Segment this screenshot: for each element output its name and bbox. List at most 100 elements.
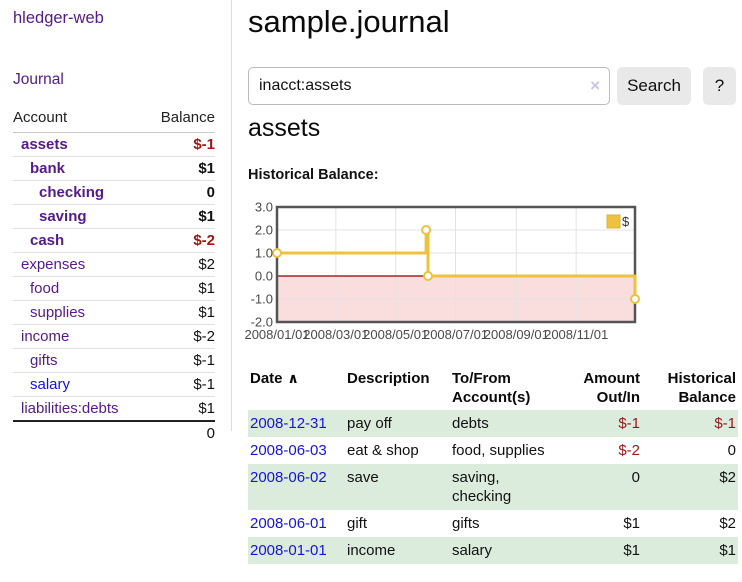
accounts-total-row: 0	[13, 420, 215, 446]
register-row: 2008-01-01 income salary $1 $1	[248, 537, 738, 564]
account-row: saving $1	[13, 204, 215, 229]
account-row: assets $-1	[13, 132, 215, 157]
transaction-date-link[interactable]: 2008-12-31	[250, 415, 327, 432]
search-box: ×	[248, 67, 610, 105]
sidebar: hledger-web Journal Account Balance asse…	[0, 0, 232, 446]
svg-text:2.0: 2.0	[255, 223, 273, 238]
account-row: expenses $2	[13, 252, 215, 277]
accounts-header-account: Account	[13, 109, 147, 133]
transaction-accounts: saving, checking	[452, 469, 512, 505]
app-brand-link[interactable]: hledger-web	[13, 9, 104, 27]
search-input[interactable]	[248, 67, 610, 105]
account-link[interactable]: assets	[21, 135, 68, 153]
account-link[interactable]: bank	[30, 159, 66, 177]
account-link[interactable]: checking	[39, 183, 105, 201]
accounts-table: Account Balance assets $-1 bank $1 check…	[13, 109, 215, 446]
accounts-header-row: Account Balance	[13, 109, 215, 133]
account-row: salary $-1	[13, 372, 215, 397]
account-link[interactable]: cash	[30, 231, 65, 249]
account-link[interactable]: supplies	[30, 303, 86, 321]
account-link[interactable]: expenses	[21, 255, 86, 273]
svg-text:2008/09/01: 2008/09/01	[484, 327, 549, 342]
account-link[interactable]: income	[21, 327, 70, 345]
transaction-amount: $1	[623, 515, 640, 532]
register-header-accounts: To/From Account(s)	[452, 370, 531, 406]
accounts-header-balance: Balance	[146, 109, 215, 133]
search-button[interactable]: Search	[617, 67, 691, 105]
register-header-date[interactable]: Date ∧	[250, 370, 299, 387]
account-balance: $1	[146, 276, 215, 301]
transaction-balance: $1	[719, 542, 736, 559]
sort-ascending-icon: ∧	[287, 370, 299, 386]
register-table: Date ∧ Description To/From Account(s) Amo…	[248, 366, 738, 564]
svg-text:2008/11/01: 2008/11/01	[544, 327, 608, 342]
transaction-description: save	[347, 469, 379, 486]
svg-text:$: $	[622, 214, 630, 229]
account-link[interactable]: liabilities:debts	[21, 399, 119, 417]
transaction-date-link[interactable]: 2008-06-03	[250, 442, 327, 459]
svg-text:2008/07/01: 2008/07/01	[423, 327, 488, 342]
svg-text:2008/03/01: 2008/03/01	[303, 327, 368, 342]
transaction-date-link[interactable]: 2008-01-01	[250, 542, 327, 559]
transaction-description: income	[347, 542, 396, 559]
transaction-accounts: gifts	[452, 515, 480, 532]
historical-balance-chart[interactable]: $3.0 2.0 1.0 0.0 -1.0 -2.0 2008/01/01 2008/03/0…	[244, 197, 640, 347]
spacer	[13, 420, 147, 446]
register-header-balance: Historical Balance	[667, 370, 736, 406]
transaction-balance: $2	[719, 515, 736, 532]
register-header-amount: Amount Out/In	[583, 370, 640, 406]
account-row: bank $1	[13, 156, 215, 181]
account-balance: $-1	[146, 132, 215, 157]
register-row: 2008-06-03 eat & shop food, supplies $-2…	[248, 437, 738, 464]
help-button[interactable]: ?	[703, 67, 736, 105]
transaction-description: pay off	[347, 415, 392, 432]
account-balance: $-1	[146, 372, 215, 397]
account-row: liabilities:debts $1	[13, 396, 215, 422]
transaction-balance: $2	[719, 469, 736, 486]
account-balance: $1	[146, 396, 215, 422]
svg-text:1.0: 1.0	[255, 246, 273, 261]
account-link[interactable]: gifts	[30, 351, 58, 369]
register-row: 2008-06-01 gift gifts $1 $2	[248, 510, 738, 537]
chart-canvas: $3.0 2.0 1.0 0.0 -1.0 -2.02008/01/012008/03/0…	[244, 200, 640, 342]
account-balance: $-2	[146, 228, 215, 253]
clear-search-icon[interactable]: ×	[590, 76, 600, 95]
register-header-row: Date ∧ Description To/From Account(s) Amo…	[248, 366, 738, 410]
transaction-amount: $1	[623, 542, 640, 559]
transaction-accounts: debts	[452, 415, 489, 432]
account-link[interactable]: salary	[30, 375, 71, 393]
svg-text:-1.0: -1.0	[251, 292, 273, 307]
account-row: food $1	[13, 276, 215, 301]
transaction-balance: 0	[727, 442, 736, 459]
account-balance: $-2	[146, 324, 215, 349]
account-row: gifts $-1	[13, 348, 215, 373]
transaction-amount: $-1	[618, 415, 640, 432]
svg-text:-2.0: -2.0	[251, 315, 273, 330]
main-content: sample.journal × Search ? assets Histori…	[244, 0, 742, 582]
account-row: cash $-2	[13, 228, 215, 253]
register-row: 2008-06-02 save saving, checking 0 $2	[248, 464, 738, 510]
page-title: sample.journal	[248, 4, 450, 39]
chart-title: Historical Balance:	[248, 167, 379, 183]
svg-text:2008/05/01: 2008/05/01	[363, 327, 428, 342]
transaction-accounts: food, supplies	[452, 442, 545, 459]
svg-text:0.0: 0.0	[255, 269, 273, 284]
accounts-total-balance: 0	[146, 420, 215, 446]
transaction-description: eat & shop	[347, 442, 419, 459]
account-link[interactable]: food	[30, 279, 60, 297]
account-row: income $-2	[13, 324, 215, 349]
account-link[interactable]: saving	[39, 207, 87, 225]
account-balance: $1	[146, 300, 215, 325]
sidebar-item-journal[interactable]: Journal	[13, 71, 64, 88]
register-row: 2008-12-31 pay off debts $-1 $-1	[248, 410, 738, 437]
transaction-amount: $-2	[618, 442, 640, 459]
account-row: supplies $1	[13, 300, 215, 325]
svg-text:3.0: 3.0	[255, 200, 273, 215]
account-heading: assets	[248, 114, 321, 142]
account-balance: $1	[146, 156, 215, 181]
account-balance: 0	[146, 180, 215, 205]
transaction-date-link[interactable]: 2008-06-02	[250, 469, 327, 486]
transaction-date-link[interactable]: 2008-06-01	[250, 515, 327, 532]
transaction-description: gift	[347, 515, 368, 532]
register-header-description: Description	[347, 370, 430, 387]
